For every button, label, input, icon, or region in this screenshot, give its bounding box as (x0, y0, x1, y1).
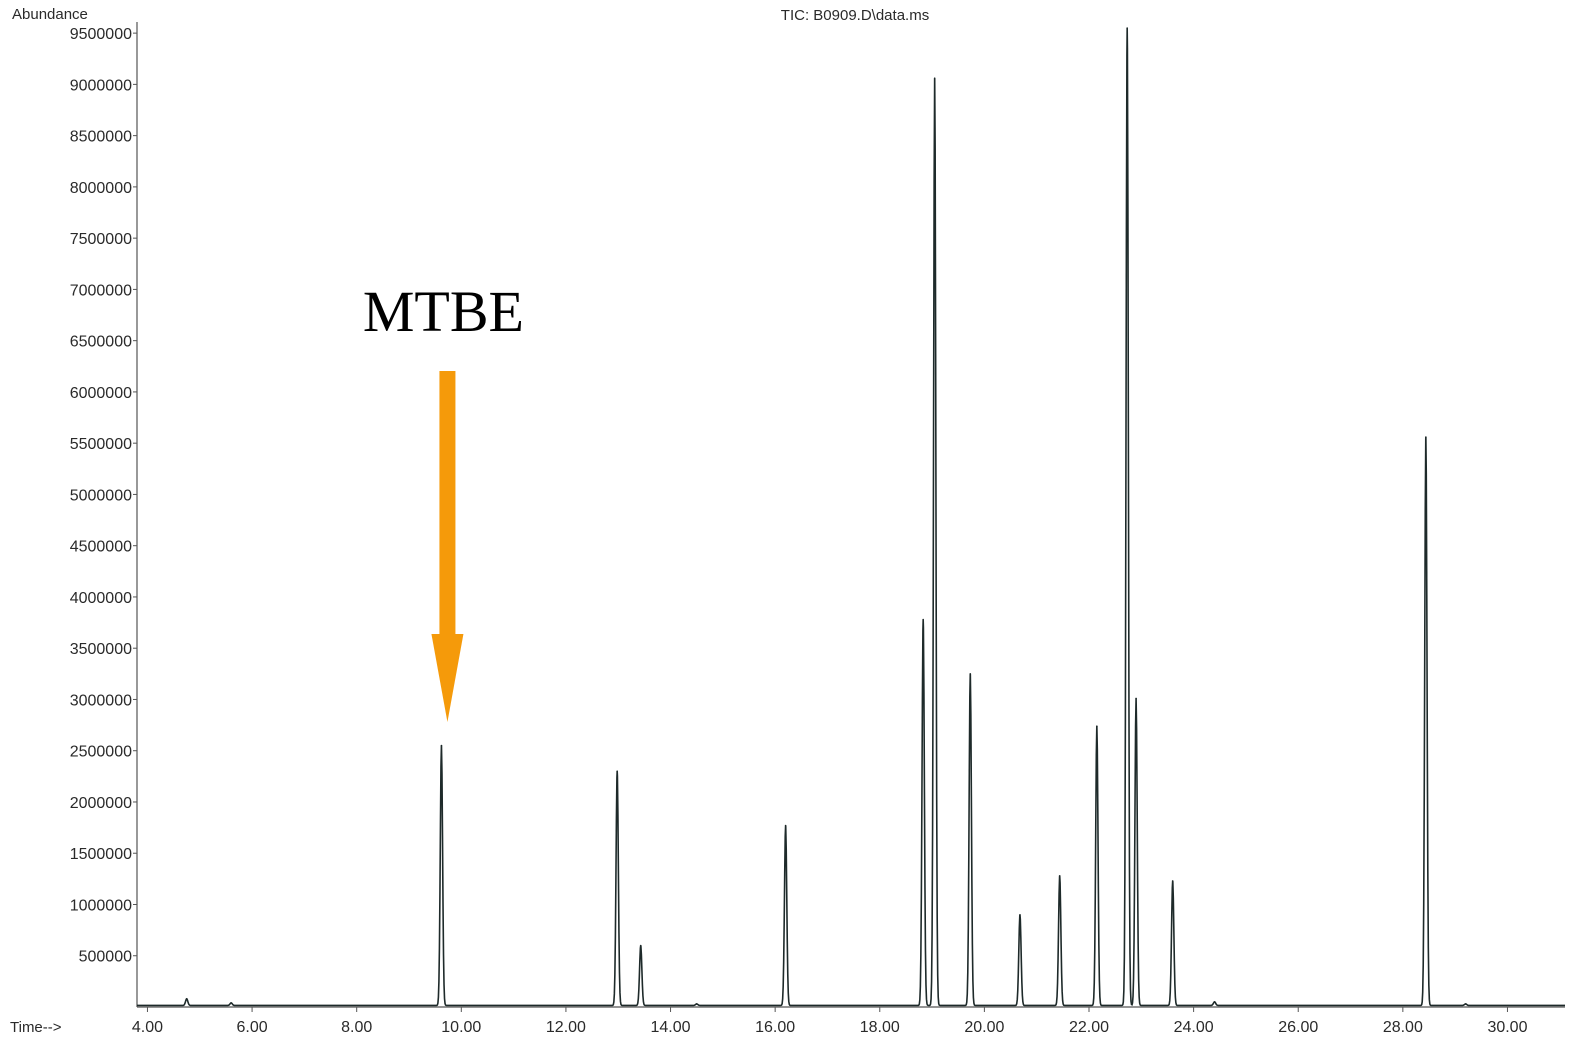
annotation-arrow-head-0 (431, 634, 464, 722)
y-tick-label-11: 6000000 (70, 385, 132, 402)
y-tick-label-1: 1000000 (70, 897, 132, 914)
peak-apex-0 (185, 997, 188, 1000)
peak-apex-8 (933, 77, 936, 80)
x-tick-label-13: 30.00 (1487, 1019, 1527, 1036)
peak-apex-9 (969, 673, 972, 675)
y-tick-label-7: 4000000 (70, 590, 132, 607)
y-tick-label-16: 8500000 (70, 129, 132, 146)
y-tick-label-2: 1500000 (70, 846, 132, 863)
peak-apex-2 (440, 744, 443, 747)
trace (137, 27, 1565, 1007)
peak-apex-5 (695, 1003, 698, 1005)
chart-title: TIC: B0909.D\data.ms (781, 7, 929, 24)
x-tick-label-1: 6.00 (237, 1019, 268, 1036)
peak-apex-17 (1425, 436, 1427, 438)
x-tick-label-5: 14.00 (651, 1019, 691, 1036)
annotation-label-0: MTBE (363, 279, 524, 344)
y-tick-label-14: 7500000 (70, 231, 132, 248)
peak-apex-11 (1058, 874, 1061, 877)
peak-apex-15 (1171, 880, 1174, 882)
y-tick-label-17: 9000000 (70, 77, 132, 94)
y-axis-label: Abundance (12, 6, 88, 23)
peak-apex-13 (1126, 27, 1128, 29)
y-tick-label-8: 4500000 (70, 539, 132, 556)
y-tick-label-9: 5000000 (70, 487, 132, 504)
y-tick-label-18: 9500000 (70, 26, 132, 43)
x-axis-label: Time--> (10, 1019, 62, 1036)
peak-apex-16 (1213, 1001, 1216, 1003)
peak-apex-14 (1135, 697, 1137, 700)
x-tick-label-4: 12.00 (546, 1019, 586, 1036)
y-tick-label-0: 500000 (79, 949, 132, 966)
x-tick-label-2: 8.00 (341, 1019, 372, 1036)
x-tick-label-6: 16.00 (755, 1019, 795, 1036)
peak-apex-6 (784, 824, 787, 827)
x-tick-label-0: 4.00 (132, 1019, 163, 1036)
y-tick-label-4: 2500000 (70, 744, 132, 761)
y-tick-label-13: 7000000 (70, 282, 132, 299)
y-tick-label-6: 3500000 (70, 641, 132, 658)
peak-apex-10 (1019, 913, 1021, 916)
y-tick-label-12: 6500000 (70, 334, 132, 351)
peak-apex-18 (1464, 1003, 1467, 1005)
y-tick-label-5: 3000000 (70, 692, 132, 709)
y-tick-label-15: 8000000 (70, 180, 132, 197)
y-tick-label-3: 2000000 (70, 795, 132, 812)
ticks: 500000 1000000 1500000 2000000 2500000 300000… (70, 26, 1528, 1036)
x-tick-label-10: 24.00 (1174, 1019, 1214, 1036)
x-tick-label-8: 20.00 (964, 1019, 1004, 1036)
annotations: MTBE (363, 279, 524, 722)
x-tick-label-7: 18.00 (860, 1019, 900, 1036)
x-tick-label-12: 28.00 (1383, 1019, 1423, 1036)
x-tick-label-11: 26.00 (1278, 1019, 1318, 1036)
peak-apex-3 (616, 770, 618, 773)
peak-apex-4 (639, 944, 642, 947)
axes (136, 22, 1565, 1008)
peak-apex-7 (922, 618, 924, 621)
tic-trace-line (137, 27, 1565, 1007)
x-tick-label-3: 10.00 (441, 1019, 481, 1036)
peak-apex-12 (1096, 725, 1098, 727)
annotation-arrow-shaft-0 (439, 371, 456, 637)
y-tick-label-10: 5500000 (70, 436, 132, 453)
peak-apex-1 (230, 1002, 232, 1004)
x-tick-label-9: 22.00 (1069, 1019, 1109, 1036)
